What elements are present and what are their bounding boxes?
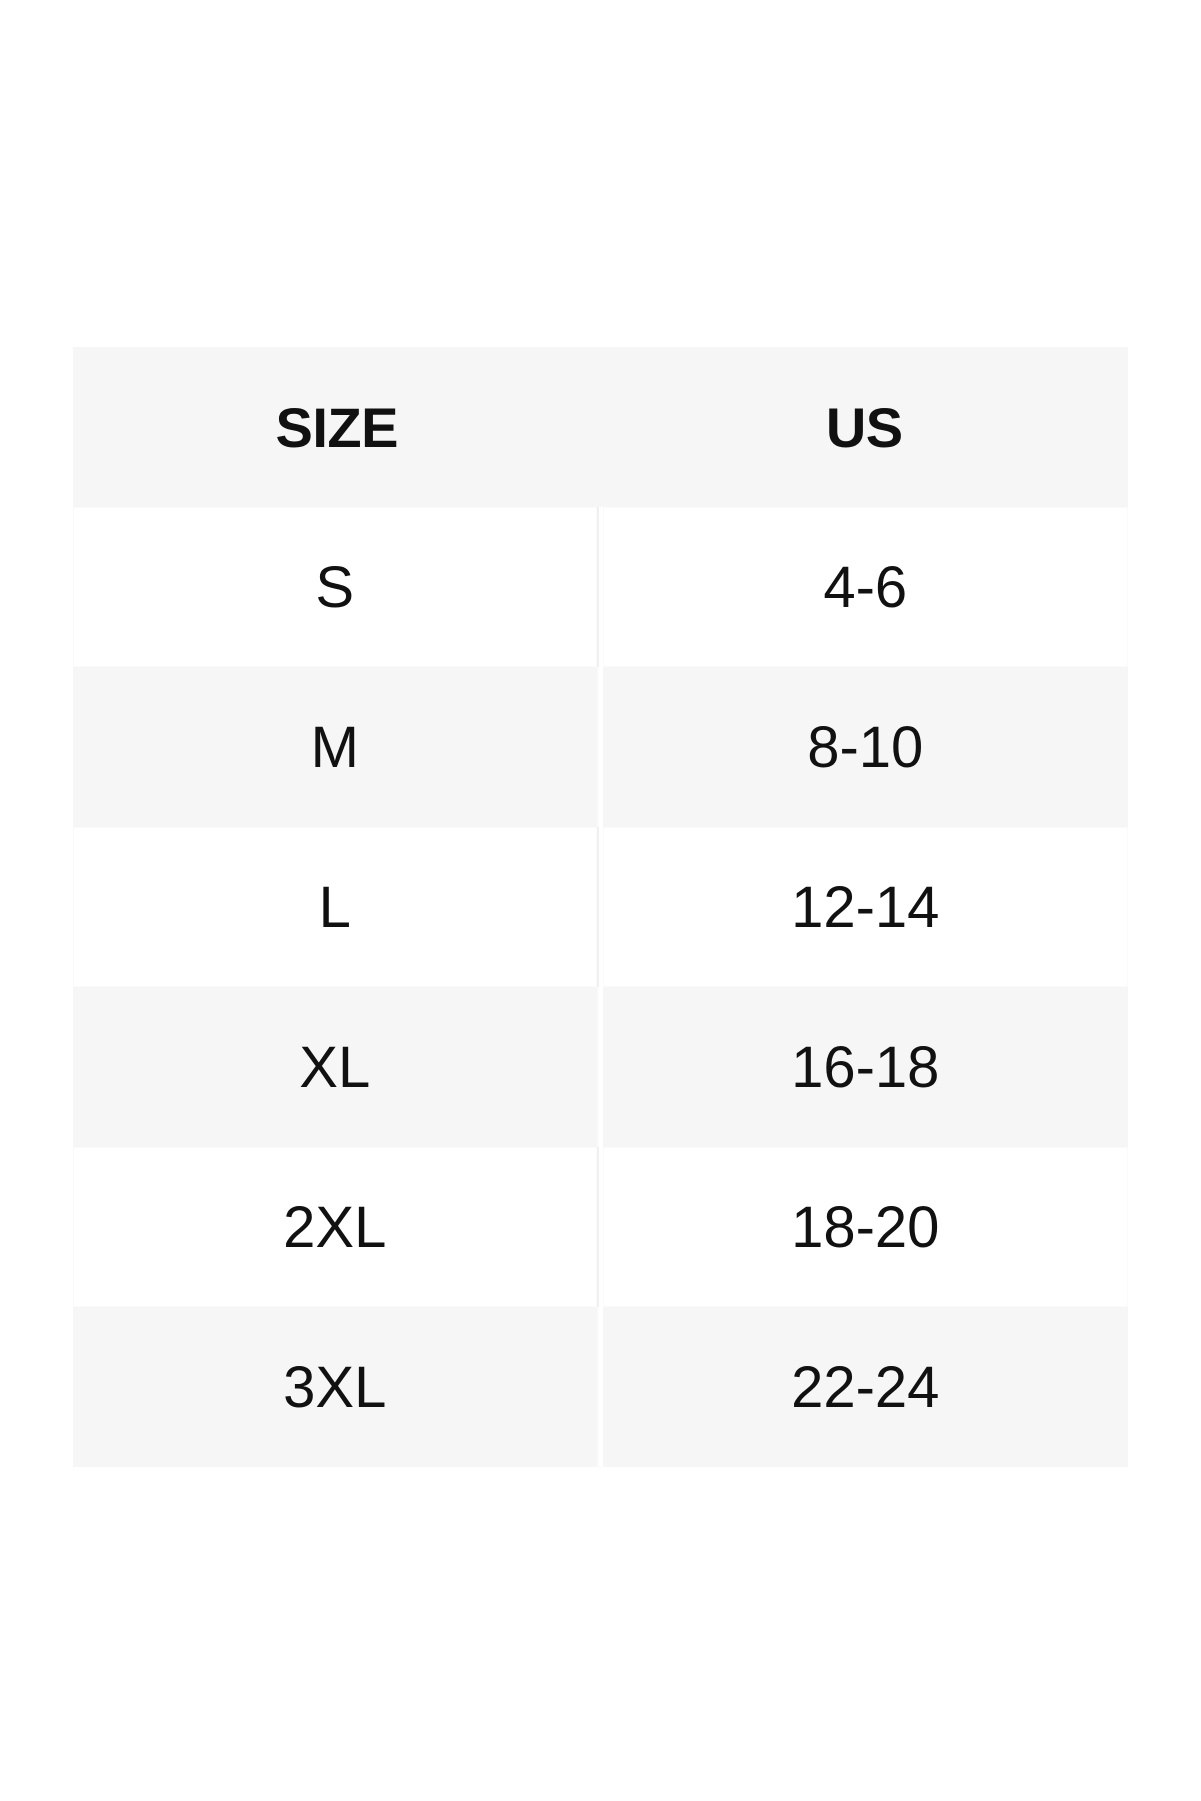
size-cell: XL <box>73 987 599 1147</box>
size-cell: L <box>73 827 599 987</box>
table-row: S 4-6 <box>73 507 1128 667</box>
size-cell: 3XL <box>73 1307 599 1467</box>
table-row: M 8-10 <box>73 667 1128 827</box>
table-row: 3XL 22-24 <box>73 1307 1128 1467</box>
size-cell: 2XL <box>73 1147 599 1307</box>
us-cell: 8-10 <box>602 667 1128 827</box>
table-row: XL 16-18 <box>73 987 1128 1147</box>
size-cell: M <box>73 667 599 827</box>
us-cell: 22-24 <box>602 1307 1128 1467</box>
size-cell: S <box>73 507 599 667</box>
table-row: 2XL 18-20 <box>73 1147 1128 1307</box>
us-cell: 4-6 <box>602 507 1128 667</box>
table-header-row: SIZE US <box>73 347 1128 507</box>
us-cell: 12-14 <box>602 827 1128 987</box>
column-header-size: SIZE <box>73 347 601 507</box>
column-header-us: US <box>600 347 1128 507</box>
table-row: L 12-14 <box>73 827 1128 987</box>
us-cell: 16-18 <box>602 987 1128 1147</box>
us-cell: 18-20 <box>602 1147 1128 1307</box>
size-chart-table: SIZE US S 4-6 M 8-10 L 12-14 XL 16-18 2X… <box>73 347 1128 1467</box>
